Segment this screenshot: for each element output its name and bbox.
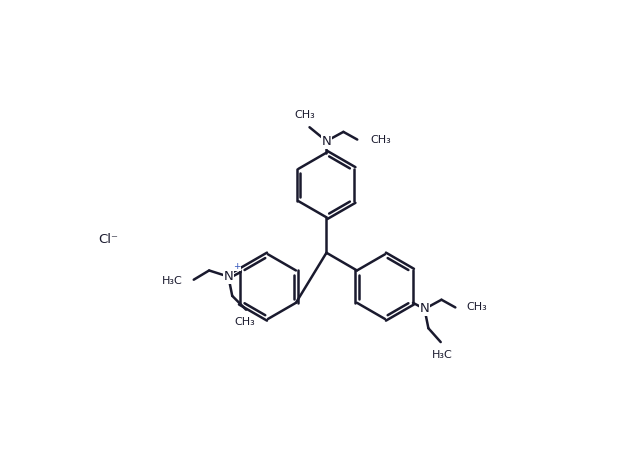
Text: CH₃: CH₃ <box>371 134 391 145</box>
Text: CH₃: CH₃ <box>466 302 487 313</box>
Text: Cl⁻: Cl⁻ <box>99 233 118 246</box>
Text: +: + <box>233 262 241 271</box>
Text: CH₃: CH₃ <box>234 317 255 328</box>
Text: H₃C: H₃C <box>162 276 183 286</box>
Text: N: N <box>223 270 233 283</box>
Text: H₃C: H₃C <box>431 350 452 360</box>
Text: CH₃: CH₃ <box>294 110 316 120</box>
Text: N: N <box>321 134 332 148</box>
Text: N: N <box>420 303 429 315</box>
